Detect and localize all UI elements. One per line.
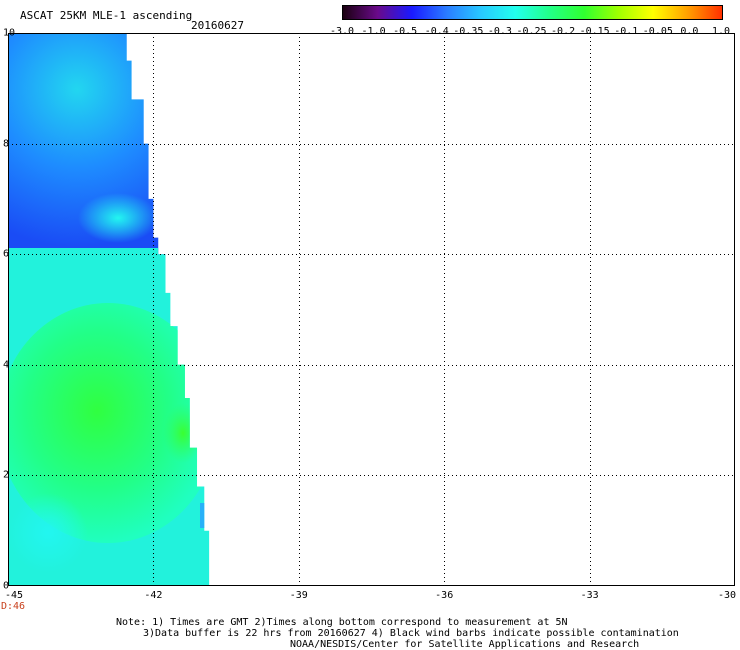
note-line-2: 3)Data buffer is 22 hrs from 20160627 4)…	[143, 628, 679, 639]
swath-field	[8, 33, 210, 586]
latitude-label: 8	[3, 138, 10, 150]
colorbar-label: -1.0	[361, 26, 386, 37]
longitude-label: -30	[717, 590, 737, 601]
map-gridlines	[8, 33, 735, 586]
note-line-3: NOAA/NESDIS/Center for Satellite Applica…	[290, 639, 640, 650]
map-frame	[8, 33, 735, 586]
colorbar-label: -0.4	[424, 26, 449, 37]
latitude-label: 6	[3, 248, 10, 260]
longitude-label: -42	[144, 590, 163, 601]
colorbar-label: -0.35	[453, 26, 484, 37]
map-date: 20160627	[191, 19, 244, 32]
colorbar-label: -0.25	[516, 26, 547, 37]
colorbar-gradient	[343, 6, 722, 19]
latitude-label: 10	[3, 27, 16, 39]
colorbar-labels: -3.0 -1.0 -0.5 -0.4 -0.35 -0.3 -0.25 -0.2 -0.15-…	[330, 26, 730, 40]
map-plot-area	[8, 33, 735, 586]
colorbar-label: -0.05	[642, 26, 673, 37]
colorbar-label: -0.3	[487, 26, 512, 37]
colorbar-label: 1.0	[711, 26, 731, 37]
note-line-1: Note: 1) Times are GMT 2)Times along bot…	[116, 617, 568, 628]
longitude-label: -45	[4, 590, 24, 601]
longitude-label: -39	[289, 590, 308, 601]
colorbar	[342, 5, 723, 20]
latitude-label: 0	[3, 580, 10, 592]
longitude-label: -33	[580, 590, 599, 601]
longitude-label: -36	[435, 590, 454, 601]
colorbar-label: -0.15	[579, 26, 610, 37]
map-title: ASCAT 25KM MLE-1 ascending	[20, 9, 193, 22]
colorbar-label: -3.0	[329, 26, 355, 37]
colorbar-label: -0.5	[393, 26, 418, 37]
colorbar-label: -0.1	[614, 26, 639, 37]
colorbar-label: 0.0	[680, 26, 699, 37]
colorbar-label: -0.2	[551, 26, 576, 37]
latitude-label: 2	[3, 469, 10, 481]
latitude-label: 4	[3, 359, 10, 371]
time-label: D:46	[1, 601, 26, 612]
map-svg	[8, 33, 735, 586]
